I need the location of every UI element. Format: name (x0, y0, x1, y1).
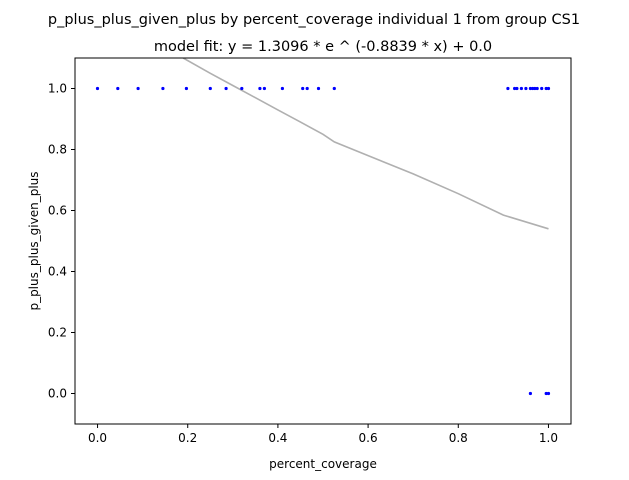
data-point (524, 86, 528, 91)
x-tick-label: 0.6 (359, 431, 378, 445)
data-point (544, 391, 548, 396)
data-point (546, 86, 551, 91)
x-tick-label: 1.0 (539, 431, 558, 445)
data-point (533, 86, 537, 91)
data-point (535, 86, 539, 91)
chart-subtitle: model fit: y = 1.3096 * e ^ (-0.8839 * x… (154, 39, 492, 55)
data-point (116, 86, 120, 91)
data-point (519, 86, 524, 91)
data-point (262, 86, 266, 91)
data-point (305, 86, 309, 91)
data-point (528, 391, 533, 396)
data-point (515, 86, 519, 91)
chart-title: p_plus_plus_given_plus by percent_covera… (48, 12, 580, 28)
data-point (316, 86, 321, 91)
data-point (95, 86, 100, 91)
data-point (184, 86, 188, 91)
y-tick-label: 0.0 (48, 387, 67, 401)
data-point (544, 86, 548, 91)
y-tick-label: 0.8 (48, 143, 67, 157)
x-axis: 0.0 0.2 0.4 0.6 0.8 1.0 (88, 424, 558, 445)
data-point (540, 86, 544, 91)
data-point (528, 86, 533, 91)
y-axis-label: p_plus_plus_given_plus (27, 171, 41, 310)
plot-frame (74, 57, 572, 425)
data-point (513, 86, 517, 91)
plot-area (95, 58, 551, 396)
data-point (161, 86, 165, 91)
data-point (136, 86, 140, 91)
data-point (301, 86, 305, 91)
fit-curve (182, 58, 549, 230)
y-tick-label: 0.2 (48, 326, 67, 340)
data-point (332, 86, 336, 91)
data-point (240, 86, 244, 91)
data-point (531, 86, 535, 91)
x-tick-label: 0.0 (88, 431, 107, 445)
data-point (224, 86, 228, 91)
y-tick-label: 1.0 (48, 82, 67, 96)
x-tick-label: 0.4 (268, 431, 287, 445)
x-axis-label: percent_coverage (269, 457, 377, 471)
data-point (506, 86, 510, 91)
x-tick-label: 0.8 (449, 431, 468, 445)
data-point (258, 86, 262, 91)
y-tick-label: 0.4 (48, 265, 67, 279)
data-point (208, 86, 212, 91)
x-tick-label: 0.2 (178, 431, 197, 445)
data-point (280, 86, 284, 91)
y-axis: 0.0 0.2 0.4 0.6 0.8 1.0 (48, 82, 75, 401)
data-point (546, 391, 551, 396)
y-tick-label: 0.6 (48, 204, 67, 218)
